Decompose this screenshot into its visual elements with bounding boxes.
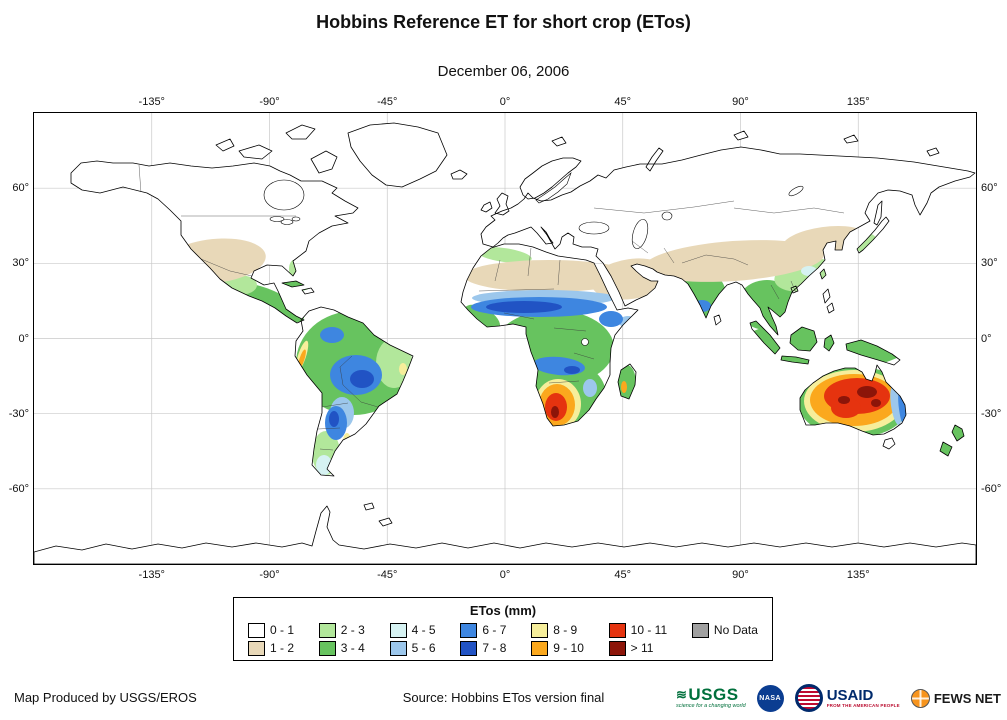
lon-tick-label: 90° — [732, 569, 749, 581]
legend-label: 1 - 2 — [270, 641, 295, 655]
legend-swatch — [318, 640, 336, 656]
legend-swatch — [460, 640, 478, 656]
page-title: Hobbins Reference ET for short crop (ETo… — [316, 12, 691, 32]
lon-tick-label: -90° — [259, 96, 280, 108]
map-date: December 06, 2006 — [437, 63, 570, 80]
fewsnet-logo: FEWS NET — [910, 688, 1001, 708]
world-map: -135° -90° -45° 0° 45° 90° 135° -135° -90° -45° 0… — [9, 96, 1002, 581]
country-borders — [138, 164, 845, 451]
lon-tick-label: -45° — [377, 569, 398, 581]
legend-entry: 10 - 11 — [608, 622, 668, 638]
legend-entry: 7 - 8 — [460, 640, 507, 656]
legend-label: > 11 — [630, 641, 654, 655]
legend-entries: 0 - 1 1 - 2 2 - 3 3 - 4 4 - 5 5 - 6 6 - 7 7 - 8… — [234, 618, 772, 657]
world-map-svg — [34, 113, 976, 564]
lon-tick-label: -90° — [259, 569, 280, 581]
lon-tick-label: -45° — [377, 96, 398, 108]
legend-label: 4 - 5 — [411, 623, 436, 637]
legend-swatch — [389, 622, 407, 638]
lon-ticks-top: -135° -90° -45° 0° 45° 90° 135° — [34, 96, 976, 110]
legend-entry: 9 - 10 — [531, 640, 584, 656]
lat-tick-label: -60° — [981, 482, 1002, 495]
legend-entry: No Data — [691, 622, 758, 638]
lat-tick-label: -60° — [8, 482, 29, 495]
usaid-emblem-icon — [794, 684, 823, 712]
legend-label: 10 - 11 — [630, 623, 668, 637]
legend-label: 0 - 1 — [270, 623, 295, 637]
usgs-logo: ≋ USGS science for a changing world — [676, 686, 746, 710]
legend-label: No Data — [713, 623, 758, 637]
legend-label: 3 - 4 — [340, 641, 365, 655]
fewsnet-logo-text: FEWS NET — [933, 690, 1001, 706]
globe-icon — [910, 688, 930, 708]
nasa-logo: NASA — [756, 684, 784, 712]
lat-tick-label: 0° — [981, 332, 992, 345]
legend-label: 2 - 3 — [340, 623, 365, 637]
legend-swatch — [531, 622, 549, 638]
lon-tick-label: 135° — [846, 96, 870, 108]
legend-swatch — [460, 622, 478, 638]
water-bodies — [263, 172, 804, 346]
lat-tick-label: 30° — [981, 257, 998, 270]
legend-entry: > 11 — [608, 640, 667, 656]
lat-tick-label: 60° — [981, 182, 998, 195]
source-text: Source: Hobbins ETos version final — [402, 690, 605, 705]
usaid-logo: USAID FROM THE AMERICAN PEOPLE — [794, 684, 900, 712]
lon-tick-label: 90° — [732, 96, 749, 108]
lon-tick-label: -135° — [138, 96, 165, 108]
legend-label: 5 - 6 — [411, 641, 436, 655]
legend-entry: 2 - 3 — [318, 622, 365, 638]
legend-label: 9 - 10 — [553, 641, 584, 655]
legend-entry: 4 - 5 — [389, 622, 436, 638]
legend-entry: 0 - 1 — [248, 622, 295, 638]
legend-box: ETos (mm) 0 - 1 1 - 2 2 - 3 3 - 4 4 - 5 5 - 6… — [233, 597, 773, 661]
legend-entry: 5 - 6 — [389, 640, 436, 656]
legend-swatch — [608, 640, 626, 656]
legend-swatch — [389, 640, 407, 656]
usaid-tagline: FROM THE AMERICAN PEOPLE — [826, 702, 900, 708]
lon-tick-label: 0° — [499, 569, 511, 581]
lon-tick-label: 135° — [846, 569, 870, 581]
legend-swatch — [318, 622, 336, 638]
lat-tick-label: -30° — [8, 407, 29, 420]
legend-entry: 3 - 4 — [318, 640, 365, 656]
legend-swatch — [691, 622, 709, 638]
usaid-logo-text: USAID — [826, 686, 874, 704]
lat-tick-label: 30° — [12, 257, 29, 270]
lon-tick-label: 0° — [499, 96, 511, 108]
nasa-meatball-icon: NASA — [756, 684, 784, 712]
footer-logos: ≋ USGS science for a changing world NASA… — [676, 679, 1001, 717]
legend-swatch — [531, 640, 549, 656]
legend-label: 7 - 8 — [482, 641, 507, 655]
legend-swatch — [248, 622, 265, 638]
legend-title: ETos (mm) — [469, 603, 537, 618]
lat-tick-label: -30° — [981, 407, 1002, 420]
lat-ticks-right: 60° 30° 0° -30° -60° — [981, 113, 1007, 564]
legend-label: 6 - 7 — [482, 623, 507, 637]
lat-tick-label: 60° — [12, 182, 29, 195]
legend-entry: 1 - 2 — [248, 640, 295, 656]
lon-tick-label: 45° — [614, 569, 632, 581]
nasa-logo-text: NASA — [759, 694, 782, 702]
legend-entry: 8 - 9 — [531, 622, 584, 638]
lat-tick-label: 0° — [18, 332, 29, 345]
legend-entry: 6 - 7 — [460, 622, 507, 638]
produced-by-text: Map Produced by USGS/EROS — [14, 690, 197, 705]
legend-swatch — [608, 622, 626, 638]
lat-ticks-left: 60° 30° 0° -30° -60° — [0, 113, 29, 564]
lon-tick-label: -135° — [138, 569, 165, 581]
legend-label: 8 - 9 — [553, 623, 578, 637]
legend-swatch — [248, 640, 265, 656]
usgs-wave-icon: ≋ — [675, 687, 688, 703]
lon-tick-label: 45° — [614, 96, 632, 108]
usgs-logo-text: USGS — [688, 685, 739, 705]
usgs-tagline: science for a changing world — [675, 703, 746, 710]
lon-ticks-bottom: -135° -90° -45° 0° 45° 90° 135° — [34, 569, 976, 583]
